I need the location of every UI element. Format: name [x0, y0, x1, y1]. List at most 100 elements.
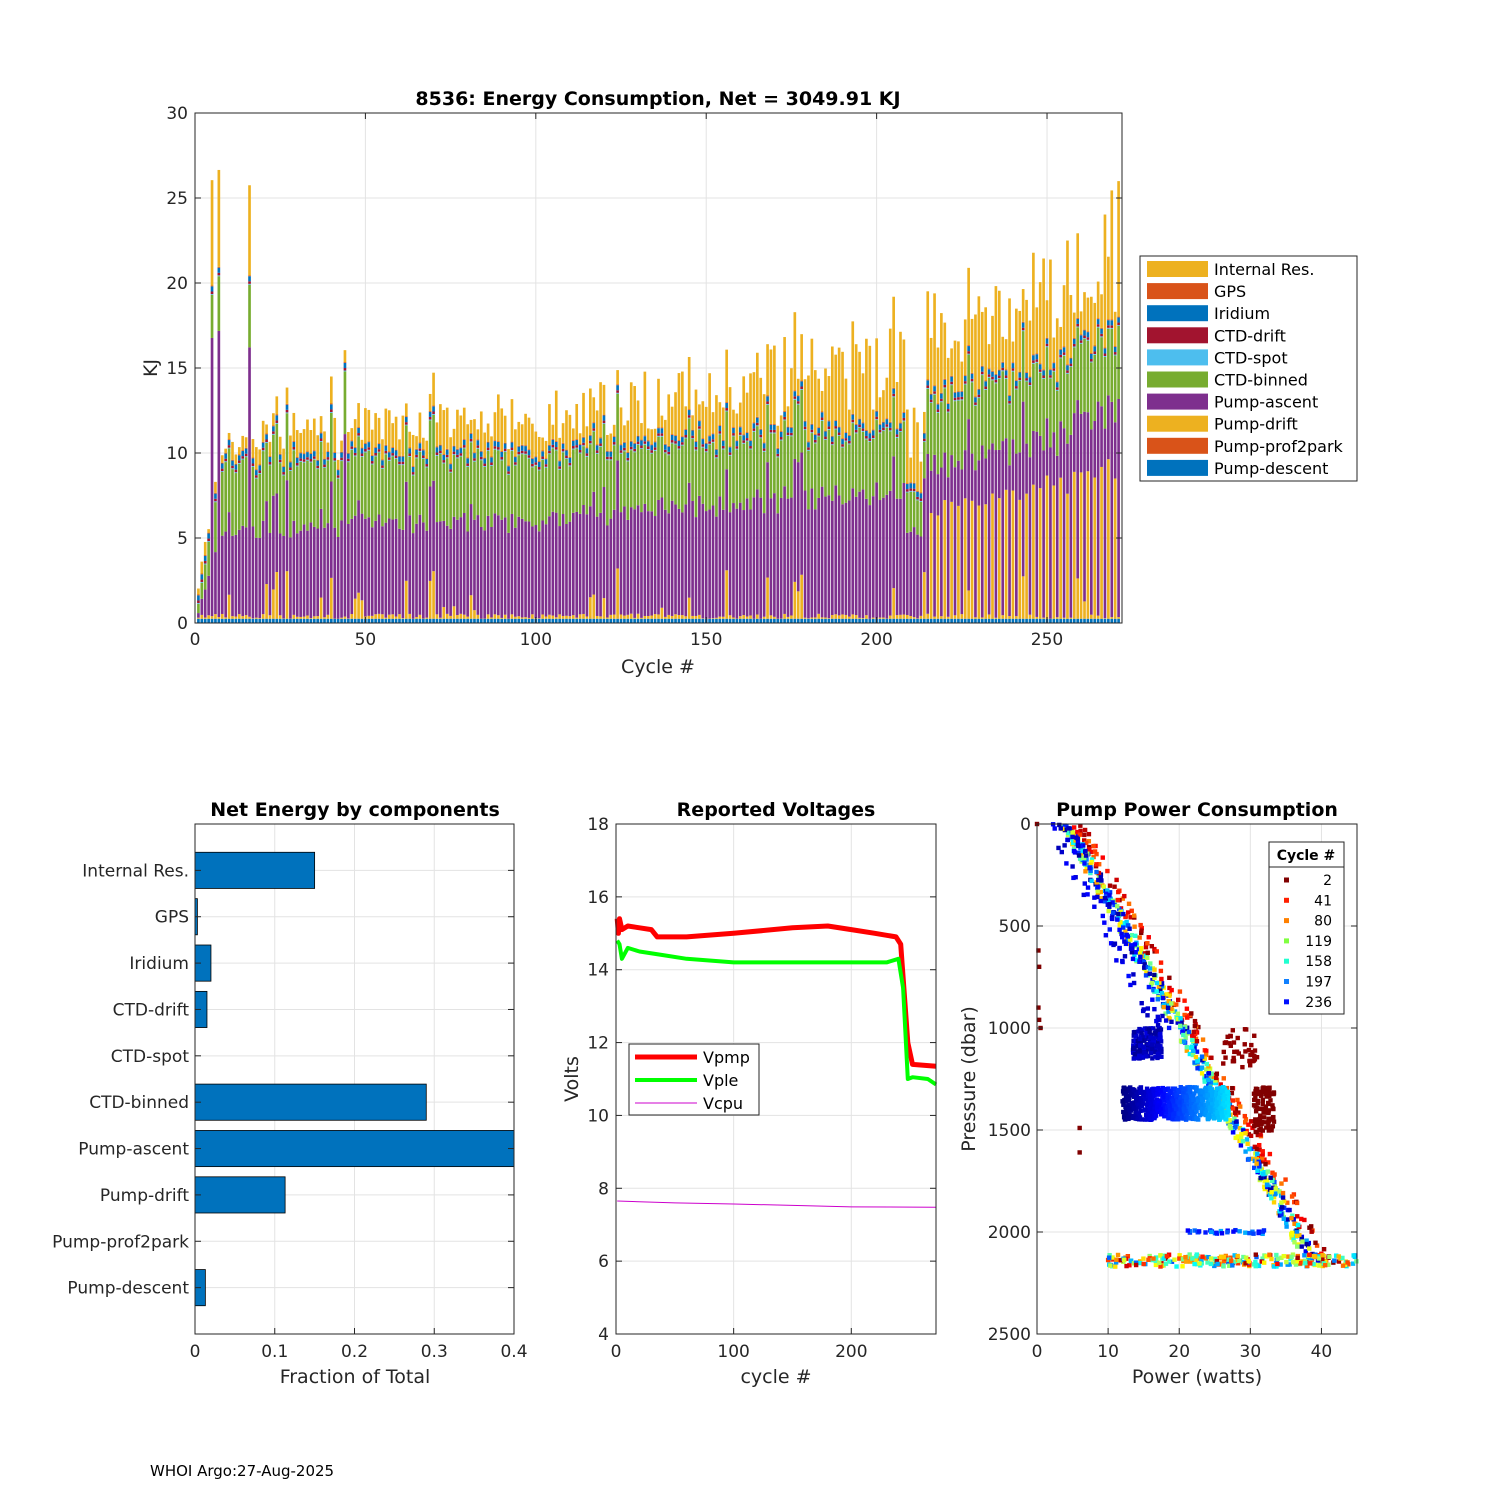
- energy-bar-segment: [537, 469, 541, 471]
- energy-bar-segment: [1086, 337, 1090, 340]
- energy-bar-segment: [459, 613, 463, 619]
- energy-bar-segment: [285, 480, 289, 572]
- energy-bar-segment: [439, 521, 442, 618]
- pump-data-point: [1141, 1007, 1147, 1012]
- energy-bar-segment: [347, 618, 350, 623]
- pump-data-point: [1189, 1044, 1195, 1049]
- pump-data-point: [1231, 1058, 1237, 1064]
- energy-bar-segment: [882, 421, 885, 423]
- pump-data-point: [1128, 937, 1133, 942]
- energy-bar-segment: [544, 466, 548, 468]
- pump-data-point: [1158, 1264, 1163, 1269]
- energy-bar-segment: [875, 338, 878, 411]
- energy-bar-segment: [452, 446, 456, 452]
- energy-bar-segment: [466, 465, 469, 467]
- energy-bar-segment: [306, 530, 309, 616]
- energy-bar-segment: [1103, 618, 1107, 623]
- pump-data-point: [1081, 838, 1087, 843]
- pump-data-point: [1129, 950, 1135, 955]
- pump-data-point: [1144, 1117, 1150, 1122]
- energy-bar-segment: [531, 457, 534, 459]
- pump-data-point: [1213, 1093, 1218, 1099]
- energy-bar-segment: [340, 440, 343, 452]
- pump-data-point: [1178, 1016, 1183, 1021]
- energy-bar-segment: [272, 434, 275, 496]
- energy-bar-segment: [367, 618, 371, 623]
- pump-data-point: [1169, 1001, 1174, 1006]
- energy-bar-segment: [943, 388, 947, 453]
- energy-bar-segment: [329, 618, 333, 623]
- energy-bar-segment: [875, 420, 878, 483]
- energy-bar-segment: [456, 618, 459, 623]
- energy-bar-segment: [592, 491, 596, 595]
- energy-bar-segment: [401, 455, 405, 457]
- energy-bar-segment: [1052, 432, 1056, 486]
- pump-data-point: [1271, 1119, 1277, 1124]
- energy-bar-segment: [858, 351, 861, 419]
- energy-bar-segment: [1110, 401, 1114, 618]
- energy-bar-segment: [592, 422, 596, 424]
- pump-data-point: [1199, 1257, 1204, 1262]
- energy-bar-segment: [357, 403, 360, 428]
- pump-data-point: [1134, 1091, 1140, 1097]
- pump-data-point: [1190, 1048, 1196, 1053]
- energy-bar-segment: [667, 446, 671, 452]
- pump-data-point: [1260, 1256, 1265, 1261]
- energy-bar-segment: [728, 446, 732, 448]
- energy-bar-segment: [977, 397, 981, 399]
- energy-bar-segment: [858, 617, 861, 619]
- pump-data-point: [1240, 1260, 1246, 1265]
- energy-bar-segment: [578, 444, 582, 450]
- energy-bar-segment: [592, 430, 596, 432]
- energy-bar-segment: [660, 415, 664, 428]
- energy-bar-segment: [520, 445, 524, 451]
- energy-bar-segment: [946, 412, 950, 478]
- energy-bar-segment: [428, 410, 432, 412]
- energy-bar-segment: [670, 434, 674, 435]
- energy-bar-segment: [1117, 317, 1120, 323]
- energy-bar-segment: [994, 618, 998, 623]
- energy-bar-segment: [347, 453, 350, 459]
- energy-bar-segment: [984, 618, 988, 623]
- energy-bar-segment: [1083, 338, 1086, 412]
- energy-bar-segment: [623, 441, 626, 443]
- energy-bar-segment: [391, 453, 394, 456]
- pump-data-point: [1191, 1029, 1197, 1035]
- energy-bar-segment: [210, 286, 214, 292]
- energy-bar-segment: [997, 370, 1001, 376]
- energy-bar-segment: [943, 322, 947, 379]
- energy-bar-segment: [984, 380, 988, 382]
- energy-bar-segment: [575, 439, 579, 441]
- energy-bar-segment: [957, 460, 960, 506]
- energy-bar-segment: [1072, 337, 1076, 339]
- pump-data-point: [1267, 1093, 1272, 1099]
- pump-data-point: [1153, 1113, 1159, 1118]
- energy-bar-segment: [725, 411, 728, 470]
- energy-bar-segment: [786, 426, 790, 428]
- energy-bar-segment: [295, 457, 299, 458]
- energy-bar-segment: [629, 618, 633, 623]
- energy-bar-segment: [773, 423, 776, 425]
- energy-bar-segment: [527, 457, 531, 459]
- pump-data-point: [1141, 1256, 1146, 1261]
- energy-bar-segment: [629, 440, 633, 442]
- pump-data-point: [1181, 1104, 1186, 1109]
- pump-data-point: [1292, 1240, 1297, 1245]
- energy-bar-segment: [698, 495, 701, 615]
- energy-bar-segment: [510, 441, 514, 443]
- energy-bar-segment: [708, 373, 711, 436]
- energy-bar-segment: [370, 455, 374, 456]
- energy-bar-segment: [892, 388, 895, 394]
- energy-bar-segment: [374, 413, 377, 448]
- energy-bar-segment: [858, 424, 861, 428]
- energy-bar-segment: [248, 618, 251, 623]
- energy-bar-segment: [994, 286, 998, 374]
- energy-bar-segment: [916, 499, 919, 501]
- pump-data-point: [1257, 1116, 1262, 1122]
- pump-data-point: [1203, 1052, 1209, 1058]
- energy-bar-segment: [272, 495, 275, 590]
- energy-bar-segment: [616, 618, 619, 623]
- pump-data-point: [1098, 889, 1104, 895]
- energy-bar-segment: [895, 437, 899, 499]
- pump-data-point: [1243, 1230, 1248, 1235]
